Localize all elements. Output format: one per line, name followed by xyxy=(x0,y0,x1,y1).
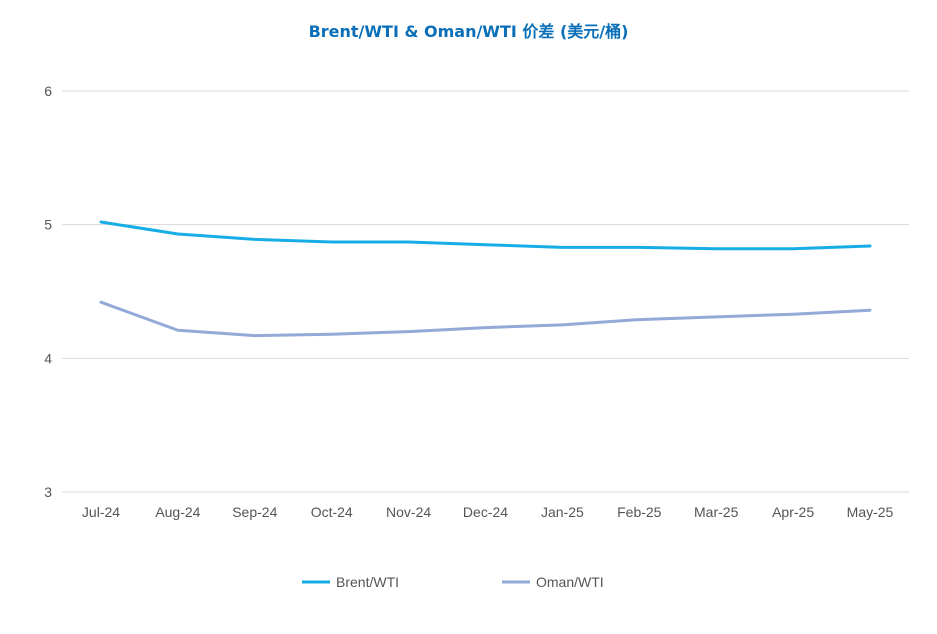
series-line-brent-wti xyxy=(99,220,872,251)
x-tick-label-3: Oct-24 xyxy=(311,504,353,520)
chart-title: Brent/WTI & Oman/WTI 价差 (美元/桶) xyxy=(308,22,629,41)
y-tick-label-2: 5 xyxy=(44,217,52,233)
series-line-oman-wti xyxy=(99,300,872,338)
y-tick-label-1: 4 xyxy=(44,350,52,366)
y-tick-label-0: 3 xyxy=(44,484,52,500)
x-tick-label-9: Apr-25 xyxy=(772,504,814,520)
x-tick-label-6: Jan-25 xyxy=(541,504,584,520)
x-tick-label-8: Mar-25 xyxy=(694,504,739,520)
x-tick-label-2: Sep-24 xyxy=(232,504,277,520)
legend-label-0: Brent/WTI xyxy=(336,574,399,590)
x-tick-label-1: Aug-24 xyxy=(155,504,200,520)
x-tick-label-5: Dec-24 xyxy=(463,504,508,520)
y-tick-label-3: 6 xyxy=(44,83,52,99)
x-tick-label-7: Feb-25 xyxy=(617,504,662,520)
x-tick-label-4: Nov-24 xyxy=(386,504,431,520)
x-tick-label-0: Jul-24 xyxy=(82,504,120,520)
legend-label-1: Oman/WTI xyxy=(536,574,604,590)
x-tick-label-10: May-25 xyxy=(847,504,894,520)
